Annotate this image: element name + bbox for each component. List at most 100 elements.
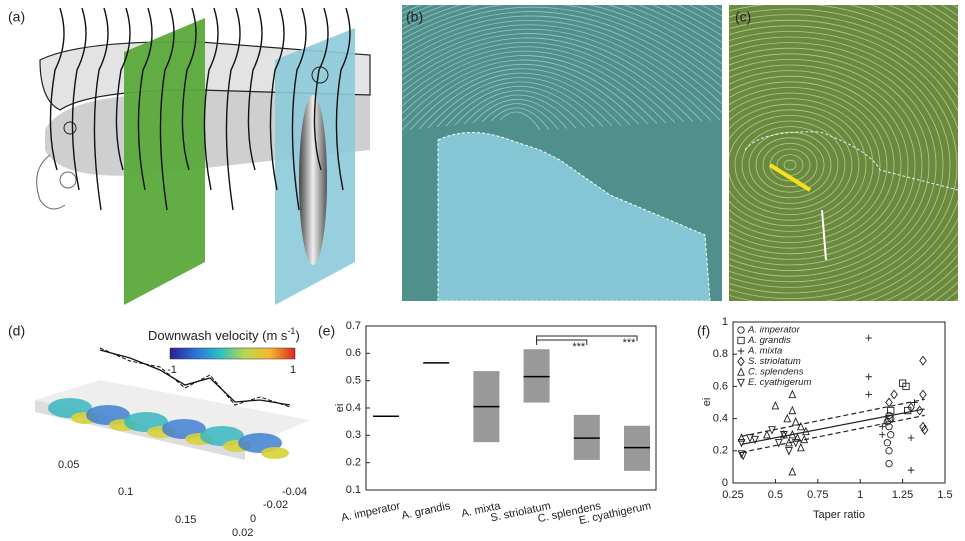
streak xyxy=(472,98,568,129)
vortex-line xyxy=(225,7,241,211)
streak xyxy=(755,137,825,193)
point xyxy=(920,424,929,435)
text-layer: (a) (b) (c) (d) (e) (f) Downwash velocity (m s… xyxy=(8,9,751,539)
streak xyxy=(729,70,909,260)
fit-line xyxy=(741,398,925,437)
label-part: ) xyxy=(295,328,299,343)
vortex-line xyxy=(71,7,87,191)
streak xyxy=(402,5,722,65)
point xyxy=(879,423,886,430)
significance-label: *** xyxy=(572,341,586,353)
vortex-line xyxy=(181,7,197,171)
fit-line xyxy=(741,414,925,453)
streak xyxy=(729,19,958,301)
panel-label: (e) xyxy=(318,323,335,339)
streak xyxy=(402,33,703,122)
point xyxy=(783,413,792,423)
streak xyxy=(499,111,541,131)
streak xyxy=(402,6,722,88)
point xyxy=(788,405,797,415)
legend-label: A. mixta xyxy=(747,346,782,357)
point xyxy=(887,406,895,415)
legend-label: E. cyathigerum xyxy=(748,377,811,388)
point xyxy=(763,429,771,439)
streak xyxy=(402,28,712,121)
streak xyxy=(402,41,685,123)
panel-d-surface xyxy=(35,347,310,460)
y-tick-label: 0.02 xyxy=(232,527,253,539)
category-label: A. imperator xyxy=(340,500,401,524)
point xyxy=(898,379,907,387)
point xyxy=(879,431,886,438)
point xyxy=(796,421,805,431)
legend-label: A. grandis xyxy=(747,335,791,346)
label-part: -1 xyxy=(287,326,295,336)
x-tick-label: 0.25 xyxy=(722,489,743,501)
streak xyxy=(729,75,902,255)
point xyxy=(774,439,783,448)
y-tick-label: 0.3 xyxy=(346,429,361,441)
point xyxy=(771,400,780,410)
legend-label: S. striolatum xyxy=(748,356,801,367)
point xyxy=(885,460,893,468)
point xyxy=(788,466,797,476)
point xyxy=(802,426,810,436)
category-label: A. grandis xyxy=(400,500,451,522)
vortex-line xyxy=(247,7,263,171)
y-tick-label: 0.4 xyxy=(346,402,361,414)
y-tick-label: 0 xyxy=(250,513,256,525)
streak xyxy=(729,81,895,249)
point xyxy=(788,429,797,439)
point xyxy=(751,435,759,445)
y-axis-label: ei xyxy=(701,398,713,407)
significance-label: *** xyxy=(623,337,637,349)
point xyxy=(883,439,891,447)
streak xyxy=(729,103,867,227)
streak xyxy=(762,142,818,187)
streak xyxy=(409,68,631,131)
streak xyxy=(734,120,846,210)
legend-marker xyxy=(737,336,745,345)
point xyxy=(919,421,927,432)
point xyxy=(737,439,746,448)
point xyxy=(907,466,915,474)
point xyxy=(796,442,805,452)
panel-label: (a) xyxy=(8,9,25,25)
streak xyxy=(729,109,860,221)
legend-marker xyxy=(737,326,745,334)
vortex-line xyxy=(49,7,65,171)
streak xyxy=(729,25,958,301)
streak xyxy=(402,5,722,72)
y-tick-label: 0.1 xyxy=(346,484,361,496)
vortex-line xyxy=(137,7,153,191)
plot-frame xyxy=(365,325,657,491)
y-tick-label: 0.2 xyxy=(346,457,361,469)
point xyxy=(737,450,746,459)
streak xyxy=(454,90,586,128)
vortex-line xyxy=(291,7,307,211)
legend-marker xyxy=(737,367,745,376)
y-tick-label: 1 xyxy=(722,316,728,328)
y-tick-label: -0.04 xyxy=(282,486,307,498)
streak xyxy=(402,63,640,131)
surface-patch xyxy=(261,447,289,459)
colorbar-tick: -1 xyxy=(167,364,177,376)
streak xyxy=(481,103,559,130)
point xyxy=(865,391,872,398)
significance-bracket xyxy=(536,339,588,345)
x-tick-label: 1.25 xyxy=(892,489,913,501)
vortex-line xyxy=(93,7,109,211)
legend-label: C. splendens xyxy=(748,367,804,378)
y-tick-label: 0.5 xyxy=(346,375,361,387)
panel-label: (c) xyxy=(735,9,751,25)
significance-bracket xyxy=(536,335,638,341)
x-tick-label: 0.05 xyxy=(58,459,79,471)
streak xyxy=(402,11,722,96)
point xyxy=(885,397,893,408)
streak xyxy=(729,47,937,283)
point xyxy=(800,434,809,444)
vortex-line xyxy=(313,7,329,171)
panel-a-illustration xyxy=(36,7,371,305)
streak xyxy=(402,59,649,125)
point xyxy=(865,334,872,342)
